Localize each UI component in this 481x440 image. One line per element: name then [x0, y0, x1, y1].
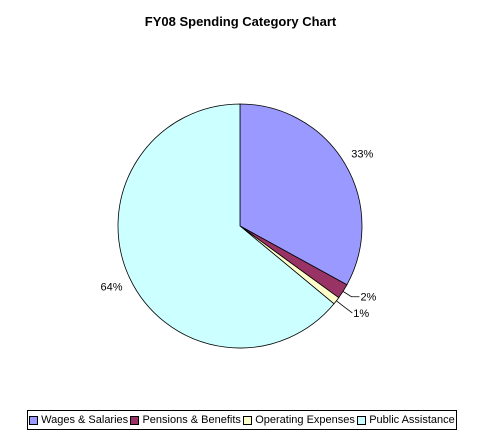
- pie-slice-wages: [239, 103, 363, 286]
- leader-line-pensions: [342, 291, 360, 298]
- legend-item-pensions: Pensions & Benefits: [130, 414, 241, 426]
- legend-item-operating: Operating Expenses: [243, 414, 355, 426]
- data-label-public-assistance: 64%: [100, 281, 122, 293]
- legend-swatch-pensions: [130, 415, 140, 425]
- chart-title: FY08 Spending Category Chart: [144, 14, 337, 29]
- legend-label-pensions: Pensions & Benefits: [142, 414, 241, 426]
- chart-legend: Wages & Salaries Pensions & Benefits Ope…: [27, 410, 457, 430]
- legend-swatch-operating: [243, 415, 253, 425]
- legend-label-operating: Operating Expenses: [255, 414, 355, 426]
- legend-label-public-assistance: Public Assistance: [369, 414, 455, 426]
- data-label-pensions: 2%: [360, 292, 376, 304]
- legend-swatch-wages: [29, 415, 39, 425]
- data-label-wages: 33%: [351, 149, 373, 161]
- pie-slice-public-assistance: [117, 103, 335, 349]
- data-label-operating: 1%: [353, 308, 369, 320]
- legend-item-wages: Wages & Salaries: [29, 414, 128, 426]
- legend-label-wages: Wages & Salaries: [41, 414, 129, 426]
- legend-swatch-public-assistance: [357, 415, 367, 425]
- leader-line-operating: [336, 300, 353, 314]
- legend-item-public-assistance: Public Assistance: [357, 414, 455, 426]
